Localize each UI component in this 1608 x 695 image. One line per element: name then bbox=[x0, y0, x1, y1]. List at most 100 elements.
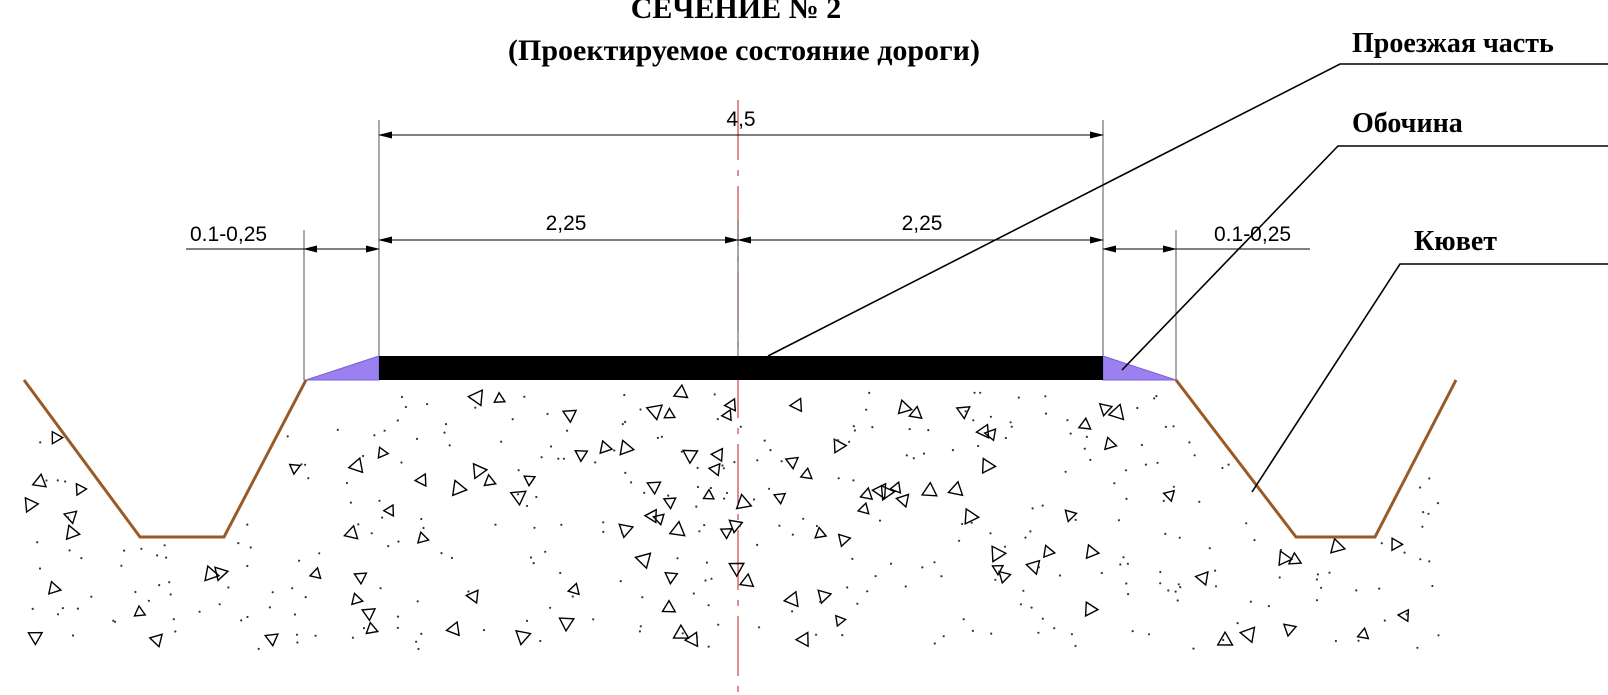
soil-dot bbox=[1064, 470, 1067, 473]
soil-dot bbox=[415, 437, 419, 440]
aggregate-triangle bbox=[645, 404, 664, 421]
aggregate-triangle bbox=[65, 523, 82, 541]
soil-dot bbox=[1159, 582, 1162, 585]
soil-dot bbox=[961, 522, 964, 526]
soil-dot bbox=[709, 486, 713, 490]
soil-dot bbox=[1037, 631, 1040, 634]
soil-dot bbox=[942, 635, 945, 638]
soil-dot bbox=[667, 494, 670, 497]
soil-dot bbox=[989, 532, 992, 535]
aggregate-triangle bbox=[1278, 549, 1294, 567]
soil-dot bbox=[1227, 463, 1230, 466]
soil-dot bbox=[257, 647, 260, 651]
soil-dot bbox=[979, 391, 982, 394]
soil-dot bbox=[1066, 419, 1069, 422]
soil-dot bbox=[1428, 477, 1431, 480]
aggregate-triangle bbox=[888, 480, 902, 494]
soil-dot bbox=[526, 504, 529, 508]
soil-dot bbox=[1192, 647, 1195, 650]
leader-ditch bbox=[1251, 263, 1608, 493]
soil-dot bbox=[1249, 600, 1252, 603]
soil-dot bbox=[147, 599, 150, 602]
aggregate-triangle bbox=[859, 486, 874, 501]
soil-dot bbox=[1119, 563, 1122, 566]
soil-dot bbox=[1144, 463, 1147, 466]
soil-dot bbox=[972, 419, 975, 422]
soil-dot bbox=[940, 575, 943, 578]
soil-dot bbox=[426, 403, 429, 406]
soil-dot bbox=[396, 419, 399, 422]
aggregate-triangle bbox=[837, 533, 852, 548]
soil-dot bbox=[756, 459, 759, 462]
aggregate-triangle bbox=[998, 570, 1012, 585]
soil-dot bbox=[90, 595, 93, 598]
soil-dot bbox=[80, 557, 83, 560]
soil-dot bbox=[562, 457, 566, 460]
dimension-half-left-label: 2,25 bbox=[546, 212, 587, 235]
aggregate-triangle bbox=[1356, 626, 1370, 640]
soil-dot bbox=[523, 395, 526, 398]
aggregate-triangle bbox=[728, 562, 746, 578]
aggregate-triangle bbox=[365, 621, 380, 635]
soil-dot bbox=[853, 429, 857, 432]
soil-dot bbox=[848, 440, 851, 443]
soil-dot bbox=[733, 461, 736, 464]
soil-dot bbox=[819, 600, 822, 603]
soil-dot bbox=[660, 435, 664, 438]
soil-dot bbox=[381, 516, 384, 519]
soil-dot bbox=[889, 562, 893, 565]
aggregate-triangle bbox=[662, 497, 677, 510]
soil-dot bbox=[383, 429, 386, 432]
soil-dot bbox=[517, 469, 520, 472]
soil-dot bbox=[905, 454, 908, 457]
soil-dot bbox=[1174, 590, 1177, 593]
aggregate-triangle bbox=[1216, 630, 1234, 646]
aggregate-triangle bbox=[709, 447, 724, 463]
soil-dot bbox=[696, 485, 700, 489]
aggregate-triangle bbox=[897, 398, 914, 415]
soil-dot bbox=[571, 595, 574, 598]
aggregate-triangle bbox=[1077, 416, 1092, 430]
soil-dot bbox=[837, 477, 840, 480]
soil-dot bbox=[1245, 522, 1248, 525]
soil-dot bbox=[1315, 578, 1318, 581]
soil-dot bbox=[1383, 619, 1386, 622]
soil-dot bbox=[989, 415, 993, 418]
soil-dot bbox=[291, 587, 294, 590]
soil-dot bbox=[1127, 593, 1130, 596]
aggregate-triangle bbox=[561, 409, 578, 424]
soil-dot bbox=[716, 418, 719, 421]
aggregate-triangle bbox=[618, 523, 635, 539]
aggregate-triangle bbox=[523, 475, 537, 488]
soil-dot bbox=[1178, 536, 1181, 539]
soil-dot bbox=[373, 434, 376, 437]
aggregate-triangle bbox=[702, 488, 716, 500]
soil-dot bbox=[566, 429, 569, 432]
aggregate-triangle bbox=[451, 479, 469, 497]
aggregate-triangle bbox=[288, 463, 302, 476]
soil-dot bbox=[286, 435, 289, 438]
soil-dot bbox=[268, 606, 271, 609]
soil-dot bbox=[1030, 606, 1033, 609]
aggregate-triangle bbox=[668, 520, 686, 537]
soil-dot bbox=[962, 618, 965, 621]
soil-dot bbox=[134, 590, 137, 594]
soil-dot bbox=[1164, 425, 1167, 428]
soil-dot bbox=[641, 596, 644, 599]
soil-dot bbox=[387, 545, 390, 548]
soil-dot bbox=[546, 412, 549, 416]
soil-dot bbox=[815, 633, 818, 636]
soil-dot bbox=[296, 641, 299, 644]
soil-dot bbox=[163, 544, 166, 547]
soil-dot bbox=[1214, 569, 1217, 572]
soil-dot bbox=[707, 645, 710, 648]
soil-dot bbox=[535, 495, 538, 499]
soil-dot bbox=[218, 603, 221, 606]
soil-dot bbox=[676, 557, 679, 560]
soil-dot bbox=[722, 467, 726, 470]
soil-dot bbox=[532, 562, 535, 565]
soil-dot bbox=[1074, 644, 1077, 648]
aggregate-triangle bbox=[464, 589, 479, 605]
soil-dot bbox=[172, 618, 175, 621]
soil-dot bbox=[156, 554, 159, 557]
